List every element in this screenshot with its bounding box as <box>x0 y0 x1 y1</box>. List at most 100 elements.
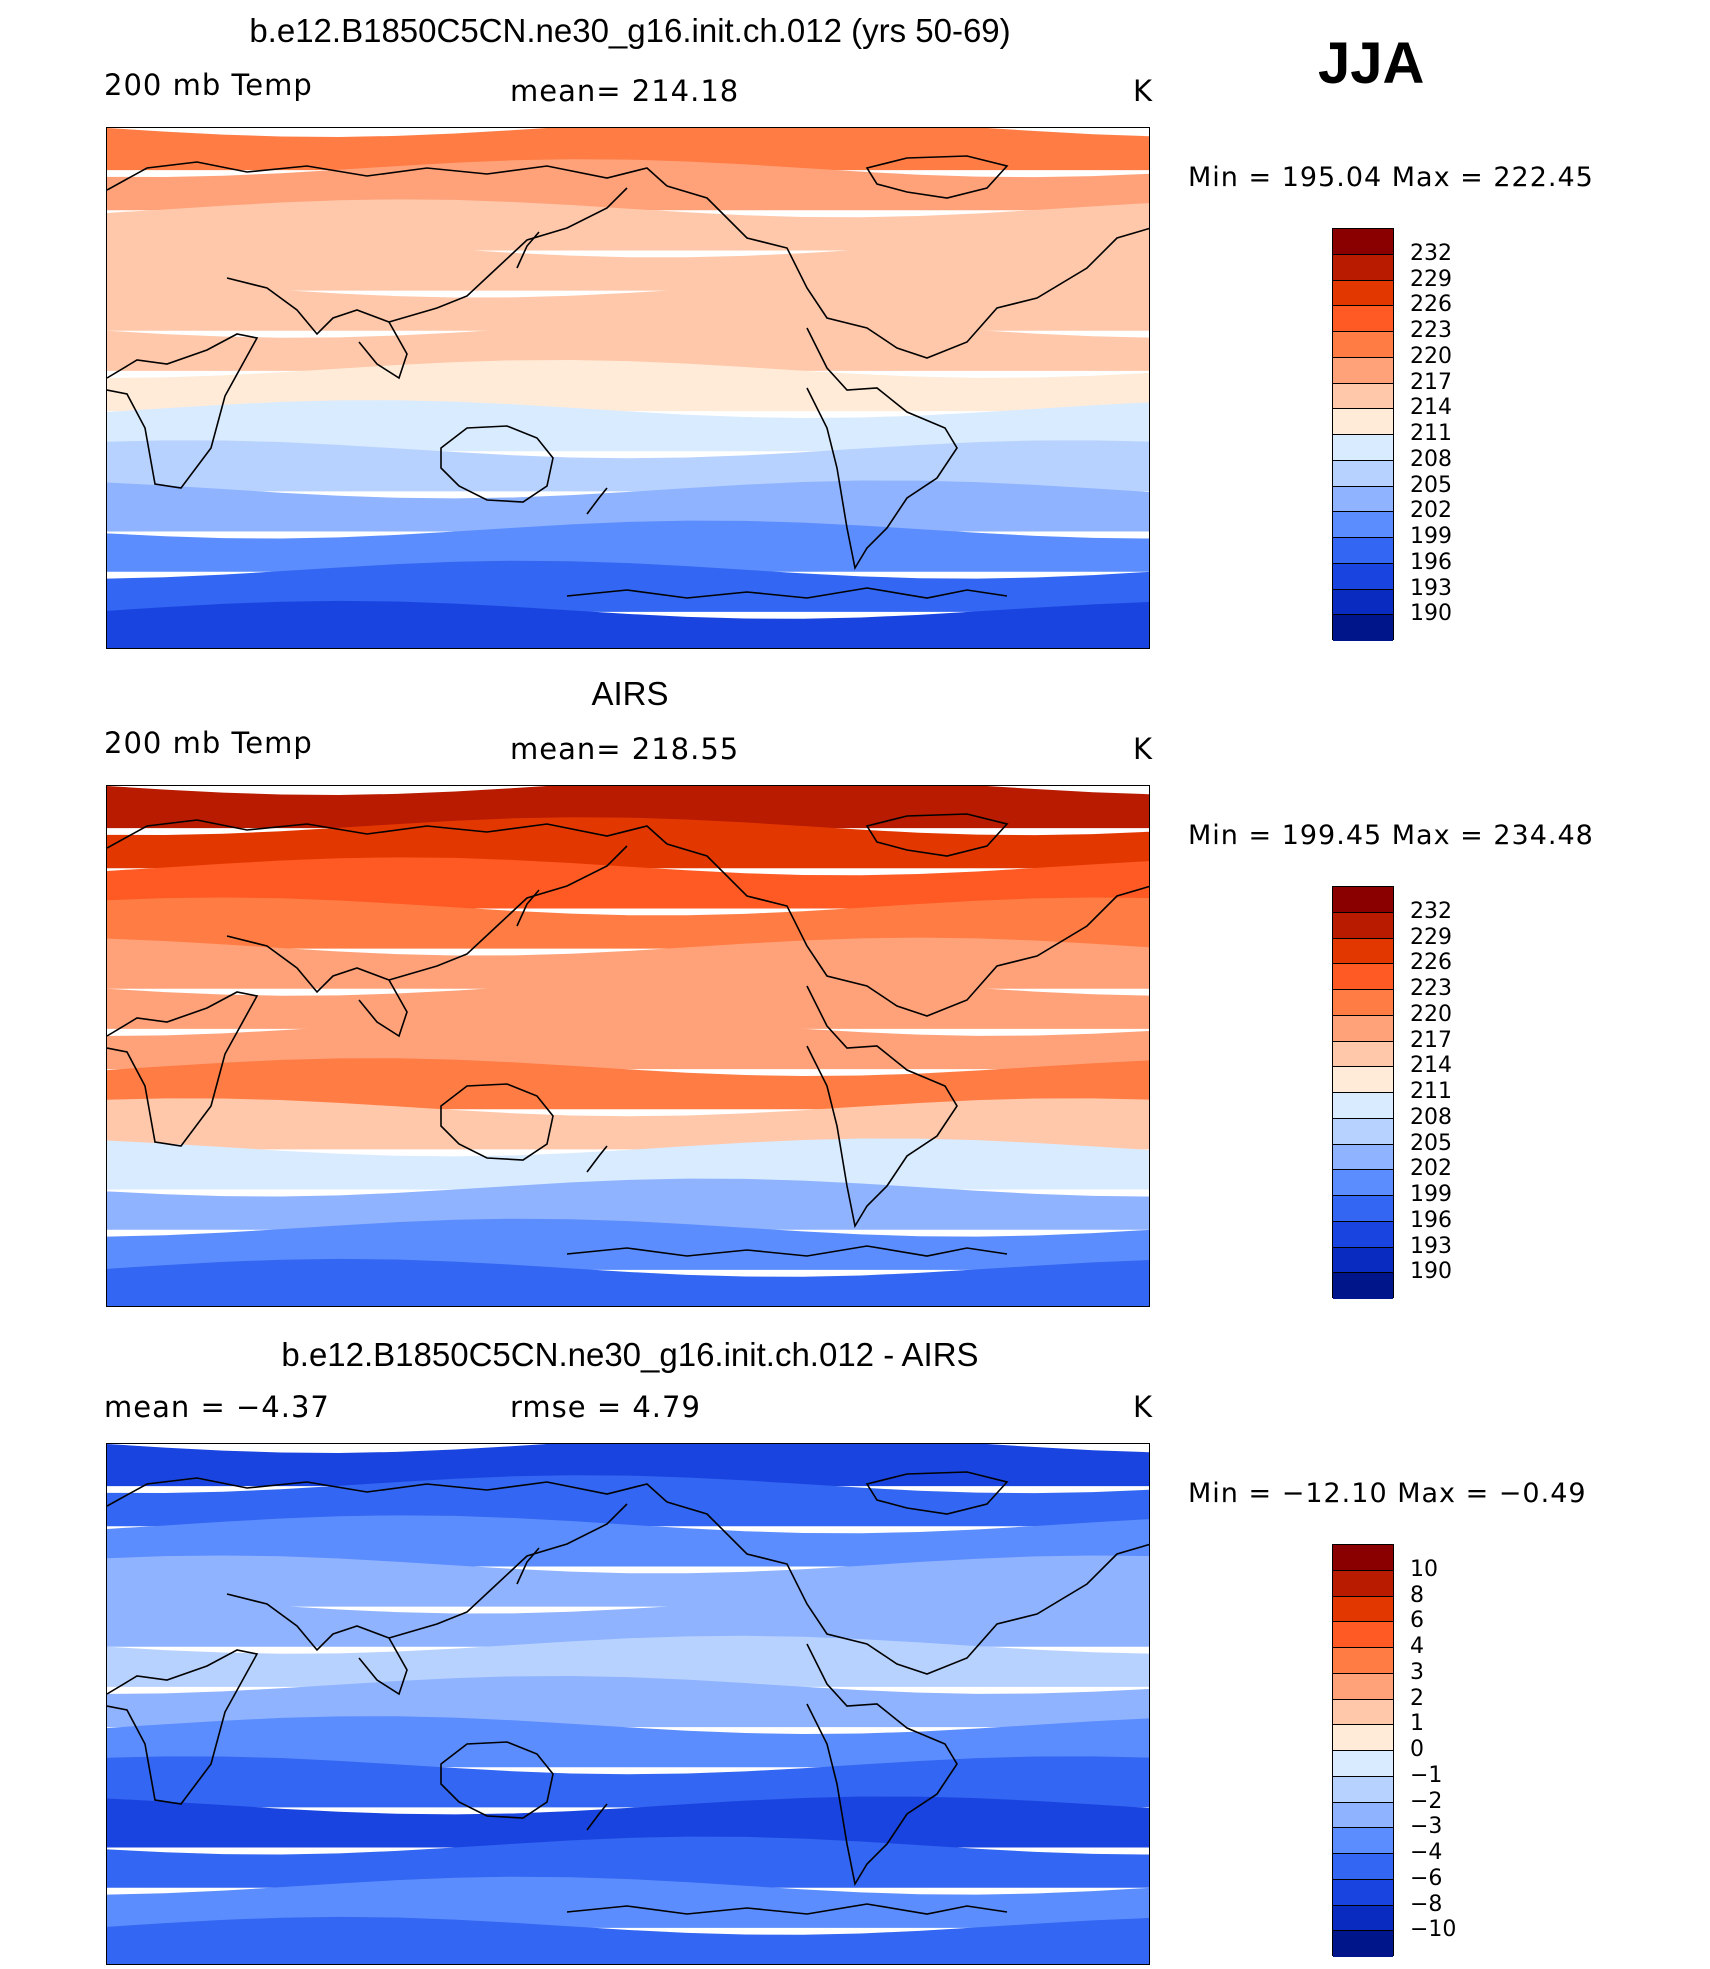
colorbar-segment <box>1333 1879 1393 1906</box>
coastline <box>388 845 628 981</box>
colorbar-segment <box>1333 357 1393 384</box>
colorbar-tick-label: 6 <box>1410 1608 1424 1634</box>
contour-band <box>107 817 1149 869</box>
contour-band <box>107 1635 1149 1687</box>
coastline <box>586 1145 608 1173</box>
panel3-map <box>106 1443 1150 1965</box>
contour-band <box>107 1675 1149 1728</box>
colorbar-segment <box>1333 486 1393 513</box>
coastline <box>586 1803 608 1831</box>
panel3-min-max: Min = −12.10 Max = −0.49 <box>1188 1478 1587 1509</box>
colorbar-tick-label: 199 <box>1410 524 1452 549</box>
colorbar-tick-label: 223 <box>1410 318 1452 343</box>
panel1-min-max: Min = 195.04 Max = 222.45 <box>1188 162 1594 193</box>
colorbar-tick-label: 4 <box>1410 1634 1424 1659</box>
contour-band <box>107 1756 1149 1808</box>
contour-band <box>107 279 1149 331</box>
colorbar-tick-label: 214 <box>1410 1053 1452 1079</box>
colorbar-tick-label: 229 <box>1410 266 1452 292</box>
colorbar-tick-label: 232 <box>1410 240 1452 266</box>
coastline <box>666 185 1149 359</box>
contour-band <box>107 1098 1149 1150</box>
colorbar-tick-label: −2 <box>1410 1788 1443 1814</box>
colorbar-segment <box>1333 332 1393 358</box>
coastline <box>566 1245 1008 1257</box>
contour-band <box>107 1475 1149 1527</box>
contour-band <box>107 786 1149 829</box>
colorbar-tick-label: −6 <box>1410 1865 1443 1891</box>
colorbar-tick-label: 211 <box>1410 421 1452 446</box>
coastline <box>806 327 958 571</box>
panel1-map <box>106 127 1150 649</box>
colorbar-tick-label: 220 <box>1410 343 1452 369</box>
coastline <box>440 1083 554 1161</box>
contour-band <box>107 1836 1149 1888</box>
coastline <box>666 1501 1149 1675</box>
panel3-title: b.e12.B1850C5CN.ne30_g16.init.ch.012 - A… <box>281 1336 979 1373</box>
contour-band <box>107 400 1149 452</box>
panel1-title: b.e12.B1850C5CN.ne30_g16.init.ch.012 (yr… <box>249 12 1011 49</box>
colorbar-segment <box>1333 1144 1393 1171</box>
colorbar-segment <box>1333 887 1393 913</box>
colorbar-segment <box>1333 1751 1393 1777</box>
colorbar-tick-label: 226 <box>1410 292 1452 318</box>
colorbar-segment <box>1333 563 1393 590</box>
colorbar-tick-label: 190 <box>1410 1259 1452 1285</box>
panel3-mean-label: mean = −4.37 <box>104 1390 330 1424</box>
colorbar-tick-label: −8 <box>1410 1891 1443 1917</box>
panel2-mean-label: mean= 218.55 <box>510 732 740 766</box>
panel1-units: K <box>1133 74 1154 108</box>
contour-band <box>107 1515 1149 1567</box>
contour-band <box>107 1555 1149 1607</box>
coastline <box>865 155 1009 199</box>
coastline <box>226 1593 408 1696</box>
contour-band <box>107 1876 1149 1928</box>
colorbar-tick-label: 217 <box>1410 1027 1452 1053</box>
colorbar-tick-label: 232 <box>1410 898 1452 924</box>
colorbar-segment <box>1333 1273 1393 1299</box>
colorbar-segment <box>1333 435 1393 461</box>
colorbar-tick-label: 208 <box>1410 1104 1452 1130</box>
colorbar-segment <box>1333 1067 1393 1093</box>
colorbar-segment <box>1333 990 1393 1016</box>
colorbar-segment <box>1333 306 1393 332</box>
colorbar-segment <box>1333 1905 1393 1932</box>
contour-band <box>107 239 1149 291</box>
contour-band <box>107 600 1149 648</box>
colorbar-tick-label: 208 <box>1410 446 1452 472</box>
colorbar-tick-label: 1 <box>1410 1711 1424 1737</box>
coastline <box>440 1741 554 1819</box>
colorbar-segment <box>1333 1196 1393 1222</box>
colorbar-segment <box>1333 1221 1393 1248</box>
colorbar-tick-label: 205 <box>1410 1130 1452 1156</box>
colorbar-tick-label: 196 <box>1410 549 1452 575</box>
coastline <box>516 231 540 269</box>
coastline <box>865 1471 1009 1515</box>
colorbar-segment <box>1333 512 1393 538</box>
coastline <box>107 1477 668 1507</box>
panel1-mean-label: mean= 214.18 <box>510 74 740 108</box>
colorbar-tick-label: −4 <box>1410 1840 1443 1865</box>
contour-band <box>107 1595 1149 1647</box>
panel2-variable-label: 200 mb Temp <box>104 726 313 760</box>
contour-band <box>107 1138 1149 1190</box>
panel3-map-svg <box>107 1444 1149 1964</box>
colorbar-segment <box>1333 1015 1393 1042</box>
coastline <box>107 1649 259 1805</box>
coastline <box>107 819 668 849</box>
colorbar-tick-label: 3 <box>1410 1659 1424 1685</box>
colorbar-tick-label: 229 <box>1410 924 1452 950</box>
coastline <box>586 487 608 515</box>
colorbar-tick-label: 202 <box>1410 1156 1452 1182</box>
colorbar-segment <box>1333 938 1393 965</box>
colorbar-tick-label: 196 <box>1410 1207 1452 1233</box>
contour-band <box>107 897 1149 949</box>
colorbar-tick-label: −10 <box>1410 1917 1457 1943</box>
colorbar-segment <box>1333 1570 1393 1597</box>
season-label: JJA <box>1318 31 1425 96</box>
contour-band <box>107 1444 1149 1487</box>
colorbar-segment <box>1333 229 1393 255</box>
coastline <box>107 991 259 1147</box>
coastline <box>516 889 540 927</box>
colorbar-segment <box>1333 1854 1393 1880</box>
